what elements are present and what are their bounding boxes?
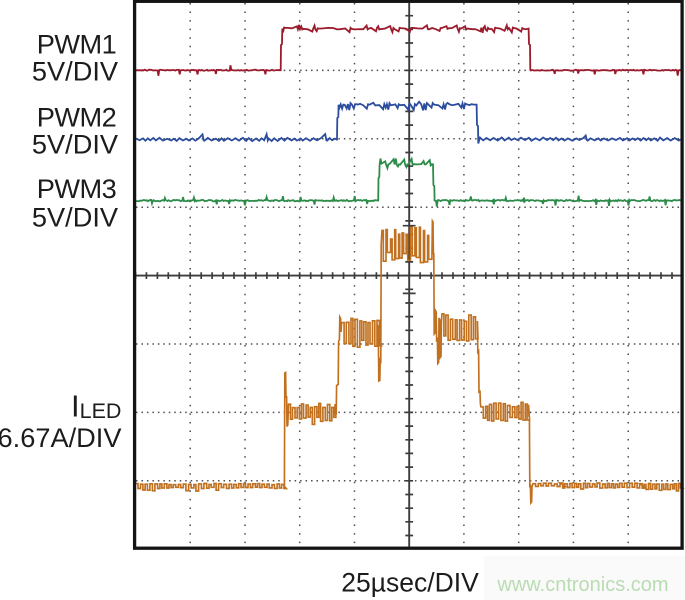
svg-text:PWM1: PWM1 [37,29,117,60]
svg-text:5V/DIV: 5V/DIV [32,202,119,233]
svg-text:5V/DIV: 5V/DIV [32,56,119,87]
svg-text:25µsec/DIV: 25µsec/DIV [341,568,479,598]
svg-text:6.67A/DIV: 6.67A/DIV [0,422,122,453]
svg-text:5V/DIV: 5V/DIV [32,129,119,160]
svg-text:PWM3: PWM3 [37,173,117,204]
svg-text:www.cntronics.com: www.cntronics.com [496,574,668,596]
svg-text:PWM2: PWM2 [37,102,117,133]
